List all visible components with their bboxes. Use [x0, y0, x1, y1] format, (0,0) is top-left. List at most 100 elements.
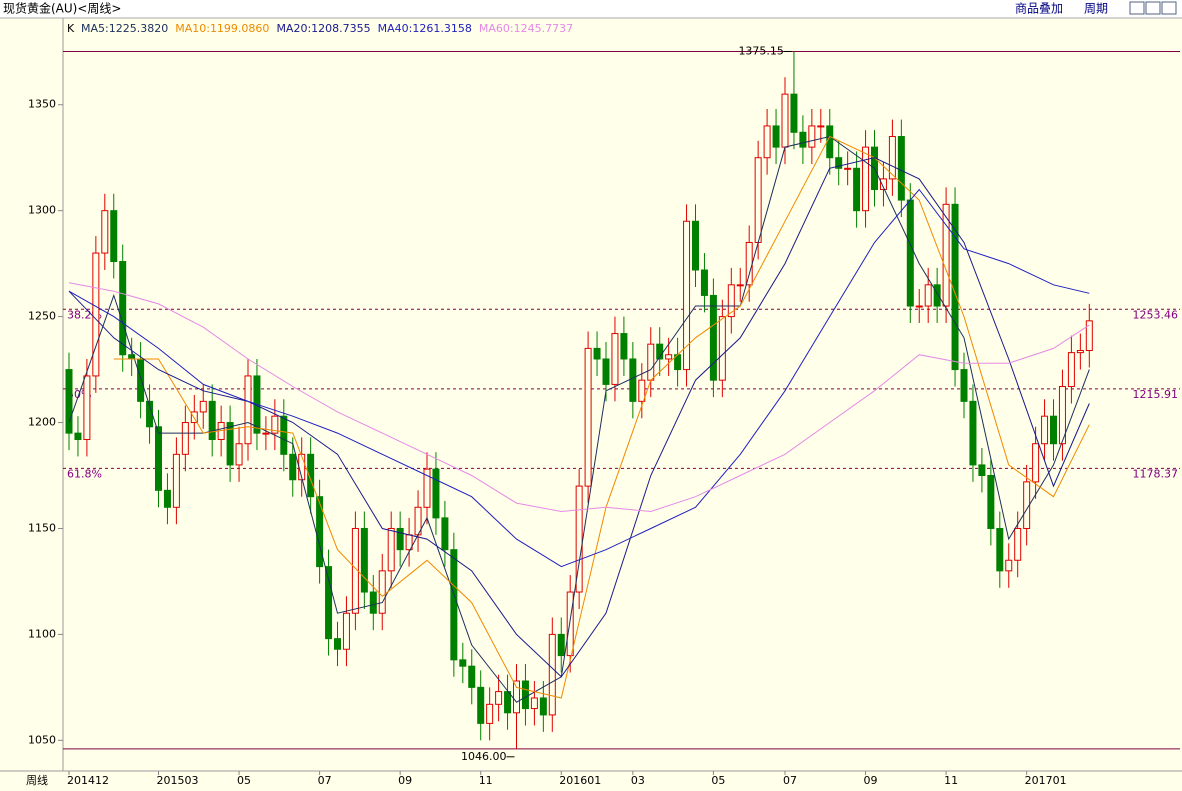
candle-body	[629, 358, 637, 402]
legend-entry: MA60:1245.7737	[479, 22, 573, 35]
candle-body	[1014, 527, 1022, 561]
candle-body	[754, 157, 762, 243]
candle-body	[933, 284, 941, 307]
candle-body	[119, 261, 127, 356]
x-tick-label: 201412	[67, 774, 109, 787]
candle-body	[727, 284, 735, 318]
level-percent: 61.8%	[67, 467, 102, 480]
y-tick-label: 1150	[28, 521, 56, 534]
candle-body	[396, 527, 404, 551]
x-tick-label: 201701	[1025, 774, 1067, 787]
candle-body	[1067, 352, 1075, 388]
candle-body	[513, 680, 520, 714]
candle-body	[611, 333, 619, 385]
candle-body	[74, 432, 82, 440]
y-tick-label: 1100	[28, 627, 56, 640]
candle-body	[235, 443, 243, 466]
x-tick-label: 05	[711, 774, 725, 787]
legend-entry: MA10:1199.0860	[175, 22, 269, 35]
candle-body	[915, 305, 923, 308]
candle-body	[504, 691, 512, 714]
level-value: 1253.46	[1133, 308, 1179, 321]
candle-body	[942, 203, 950, 307]
prev-button[interactable]	[1129, 1, 1145, 15]
ma-line	[68, 282, 1090, 513]
candle-body	[709, 294, 717, 381]
candle-body	[432, 468, 440, 519]
candle-body	[450, 549, 458, 661]
extreme-label: 1375.15	[738, 44, 784, 57]
candle-body	[584, 347, 592, 487]
x-tick-label: 03	[631, 774, 645, 787]
candle-body	[799, 131, 807, 148]
candle-body	[172, 453, 180, 508]
candle-body	[271, 415, 279, 434]
candle-body	[441, 517, 449, 551]
candle-body	[575, 485, 583, 593]
legend-label: K	[67, 22, 75, 35]
candle-body	[835, 157, 843, 169]
candle-body	[477, 686, 485, 724]
candle-body	[620, 333, 628, 360]
y-tick-label: 1300	[28, 204, 56, 217]
candle-body	[387, 527, 395, 572]
candle-body	[602, 358, 610, 385]
next-button[interactable]	[1145, 1, 1161, 15]
candle-body	[423, 468, 431, 508]
candle-body	[208, 400, 216, 440]
candle-body	[378, 570, 386, 614]
candle-body	[83, 375, 91, 440]
candle-body	[334, 638, 341, 650]
level-value: 1178.37	[1133, 467, 1179, 480]
candle-body	[190, 411, 198, 424]
y-tick-label: 1350	[28, 98, 56, 111]
y-tick-label: 1050	[28, 733, 56, 746]
candle-body	[92, 252, 100, 377]
toolbar	[0, 0, 1182, 18]
x-tick-label: 11	[944, 774, 958, 787]
nav-buttons	[1129, 1, 1177, 15]
x-tick-label: 201601	[559, 774, 601, 787]
candle-body	[683, 220, 691, 371]
x-axis-title: 周线	[26, 773, 48, 787]
candle-body	[593, 347, 601, 360]
candle-body	[163, 489, 171, 508]
candle-body	[360, 527, 368, 593]
y-tick-label: 1250	[28, 310, 56, 323]
legend-entry: MA20:1208.7355	[276, 22, 370, 35]
x-tick-label: 07	[783, 774, 797, 787]
zoom-button[interactable]	[1161, 1, 1177, 15]
candle-body	[700, 269, 708, 296]
ma-line	[68, 157, 1090, 678]
candle-body	[960, 369, 968, 402]
candle-body	[566, 591, 574, 657]
overlay-button[interactable]: 商品叠加	[1015, 1, 1063, 16]
candle-body	[342, 612, 350, 650]
candle-body	[996, 527, 1004, 572]
candle-body	[665, 354, 673, 360]
legend-entry: MA5:1225.3820	[81, 22, 168, 35]
candle-body	[879, 178, 887, 190]
candle-body	[521, 680, 529, 710]
candle-body	[1058, 386, 1066, 445]
candle-body	[692, 220, 699, 271]
candle-body	[557, 633, 565, 657]
candle-body	[781, 93, 789, 148]
level-value: 1215.91	[1133, 388, 1179, 401]
candle-body	[1032, 443, 1040, 483]
candle-body	[1041, 415, 1049, 445]
candle-body	[1050, 415, 1057, 445]
candle-body	[745, 241, 753, 286]
candle-body	[369, 591, 377, 614]
x-tick-label: 07	[318, 774, 332, 787]
candle-body	[280, 415, 288, 455]
candle-body	[897, 136, 905, 201]
ma-line	[68, 135, 1090, 703]
ma-line	[68, 188, 1090, 568]
x-tick-label: 05	[237, 774, 251, 787]
candle-body	[226, 422, 234, 466]
extreme-label: 1046.00	[461, 750, 507, 763]
candle-body	[924, 284, 932, 307]
period-button[interactable]: 周期	[1084, 2, 1108, 16]
